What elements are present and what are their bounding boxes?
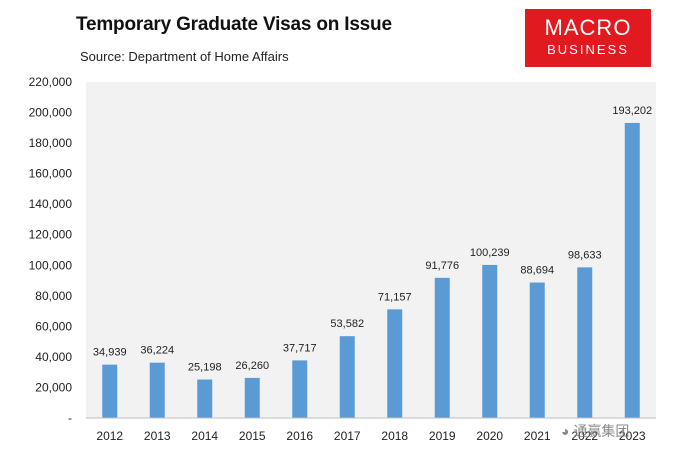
- bar-2019: [434, 277, 450, 418]
- bar-2018: [387, 309, 403, 418]
- y-tick-label: 220,000: [29, 75, 73, 89]
- y-tick-label: 120,000: [29, 228, 73, 242]
- y-tick-label: -: [68, 411, 72, 425]
- bar-2022: [577, 267, 593, 418]
- bar-2013: [149, 362, 165, 418]
- bar-2016: [292, 360, 308, 418]
- y-tick-label: 100,000: [29, 258, 73, 272]
- bar-2023: [624, 122, 640, 418]
- x-tick-label: 2014: [191, 429, 218, 443]
- x-tick-label: 2016: [286, 429, 313, 443]
- bar-2017: [339, 336, 355, 418]
- x-tick-label: 2022: [571, 429, 598, 443]
- bar-2015: [244, 377, 260, 418]
- data-label-2017: 53,582: [330, 318, 364, 330]
- data-label-2012: 34,939: [93, 347, 127, 359]
- y-tick-label: 180,000: [29, 136, 73, 150]
- y-axis: - 20,000 40,000 60,000 80,000 100,000 120,000 1…: [29, 75, 73, 425]
- bars-group: 34,939 36,224 25,198 26,260 37,717 53,582 71,1…: [93, 105, 652, 418]
- y-tick-label: 60,000: [35, 319, 72, 333]
- chart-subtitle: Source: Department of Home Affairs: [80, 49, 289, 64]
- bar-2012: [102, 364, 118, 418]
- bar-2020: [482, 264, 498, 418]
- x-tick-label: 2023: [619, 429, 646, 443]
- data-label-2021: 88,694: [520, 265, 554, 277]
- data-label-2023: 193,202: [612, 105, 652, 117]
- x-tick-label: 2013: [144, 429, 171, 443]
- bar-2021: [529, 282, 545, 418]
- y-tick-label: 140,000: [29, 197, 73, 211]
- data-label-2022: 98,633: [568, 249, 602, 261]
- y-tick-label: 200,000: [29, 106, 73, 120]
- y-tick-label: 20,000: [35, 380, 72, 394]
- data-label-2013: 36,224: [140, 345, 174, 357]
- logo-line-1: MACRO: [544, 15, 632, 40]
- x-tick-label: 2017: [334, 429, 361, 443]
- bar-2014: [197, 379, 213, 418]
- watermark: ◕ 通赢集团: [561, 421, 629, 441]
- data-label-2015: 26,260: [235, 360, 269, 372]
- x-tick-label: 2021: [524, 429, 551, 443]
- data-label-2014: 25,198: [188, 362, 222, 374]
- watermark-text: 通赢集团: [573, 423, 630, 439]
- x-tick-label: 2020: [476, 429, 503, 443]
- wechat-icon: ◕: [561, 423, 570, 439]
- data-label-2020: 100,239: [470, 247, 510, 259]
- x-tick-label: 2018: [381, 429, 408, 443]
- plot-area: [86, 82, 656, 418]
- x-tick-label: 2012: [96, 429, 123, 443]
- y-tick-label: 160,000: [29, 167, 73, 181]
- data-label-2019: 91,776: [425, 260, 459, 272]
- data-label-2018: 71,157: [378, 291, 412, 303]
- chart-title: Temporary Graduate Visas on Issue: [76, 14, 392, 35]
- x-tick-label: 2019: [429, 429, 456, 443]
- y-tick-label: 80,000: [35, 289, 72, 303]
- macro-business-logo: MACRO BUSINESS: [525, 9, 651, 67]
- data-label-2016: 37,717: [283, 342, 317, 354]
- y-tick-label: 40,000: [35, 350, 72, 364]
- x-axis: 2012 2013 2014 2015 2016 2017 2018 2019 2020 2021…: [86, 417, 656, 443]
- x-tick-label: 2015: [239, 429, 266, 443]
- logo-line-2: BUSINESS: [547, 42, 629, 57]
